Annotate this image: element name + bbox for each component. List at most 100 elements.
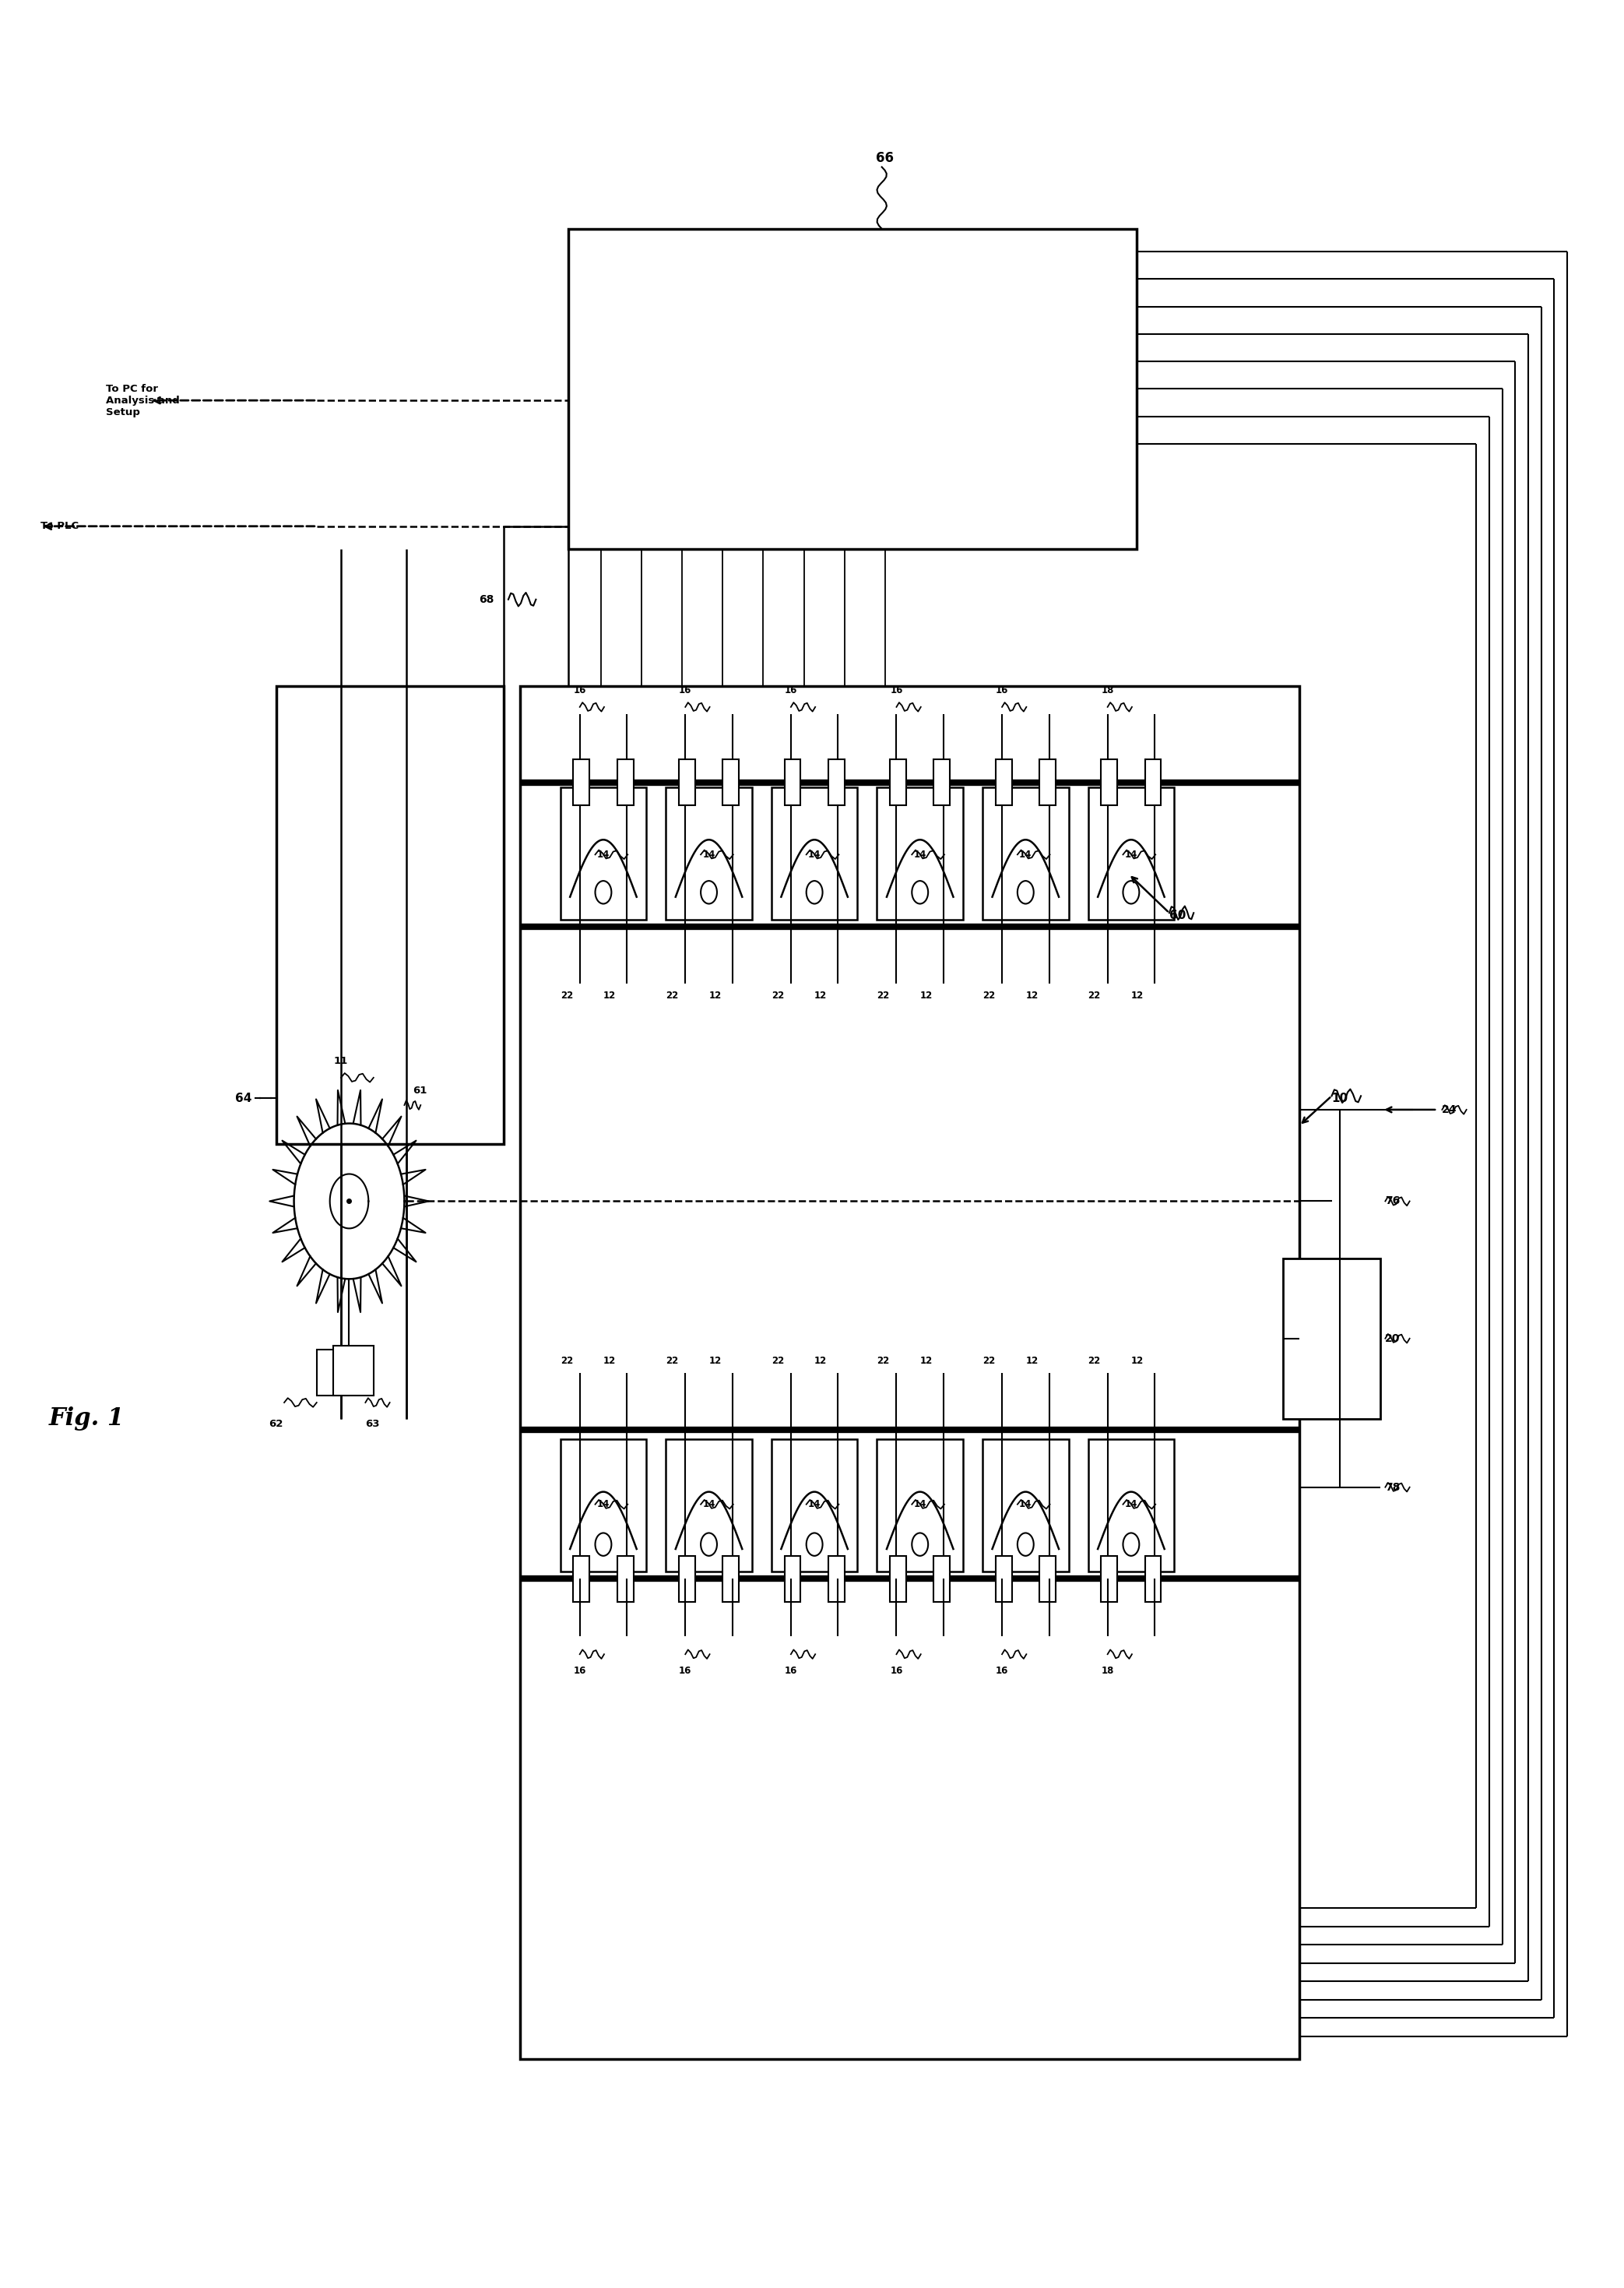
Bar — [276, 686, 503, 1144]
Text: 64: 64 — [235, 1091, 252, 1105]
Bar — [1145, 760, 1161, 805]
Bar — [317, 1350, 349, 1396]
Bar — [890, 1556, 906, 1602]
Text: 11: 11 — [335, 1057, 348, 1066]
Bar — [679, 760, 695, 805]
Text: 22: 22 — [560, 991, 573, 1000]
Bar — [573, 1556, 590, 1602]
Text: 14: 14 — [1125, 1499, 1137, 1510]
Text: 61: 61 — [412, 1087, 427, 1096]
Text: 12: 12 — [1130, 991, 1143, 1000]
Text: 14: 14 — [1125, 849, 1137, 860]
Text: 12: 12 — [814, 991, 827, 1000]
Bar — [890, 760, 906, 805]
Text: 12: 12 — [919, 1357, 932, 1366]
Text: 12: 12 — [708, 1357, 721, 1366]
Text: 16: 16 — [890, 1666, 903, 1675]
Bar — [723, 1556, 739, 1602]
Text: 12: 12 — [1026, 1357, 1038, 1366]
Bar — [679, 1556, 695, 1602]
Bar — [666, 787, 752, 920]
Bar — [1088, 1439, 1174, 1572]
Text: 76: 76 — [1385, 1197, 1400, 1206]
Text: 22: 22 — [983, 1357, 996, 1366]
Text: 22: 22 — [560, 1357, 573, 1366]
Text: Fig. 1: Fig. 1 — [49, 1407, 125, 1430]
Text: 18: 18 — [1101, 686, 1114, 696]
Bar — [1039, 1556, 1056, 1602]
Bar — [771, 787, 857, 920]
Bar — [1283, 1258, 1380, 1419]
Bar — [568, 229, 1137, 549]
Text: 22: 22 — [666, 1357, 679, 1366]
Text: To PLC: To PLC — [41, 522, 80, 531]
Text: 14: 14 — [598, 1499, 609, 1510]
Bar — [877, 1439, 963, 1572]
Text: 14: 14 — [703, 849, 715, 860]
Text: 16: 16 — [573, 686, 586, 696]
Bar — [1039, 760, 1056, 805]
Text: To PC for
Analysis and
Setup: To PC for Analysis and Setup — [106, 384, 179, 416]
Text: 22: 22 — [771, 991, 784, 1000]
Text: 14: 14 — [914, 1499, 926, 1510]
Bar — [996, 760, 1012, 805]
Text: 16: 16 — [784, 1666, 797, 1675]
Bar — [617, 1556, 633, 1602]
Text: 60: 60 — [1169, 908, 1186, 922]
Text: 22: 22 — [983, 991, 996, 1000]
Text: 14: 14 — [914, 849, 926, 860]
Bar — [723, 760, 739, 805]
Text: 12: 12 — [708, 991, 721, 1000]
Bar — [828, 760, 844, 805]
Bar — [333, 1345, 374, 1396]
Text: 68: 68 — [479, 595, 494, 604]
Bar — [1101, 1556, 1117, 1602]
Text: 12: 12 — [814, 1357, 827, 1366]
Text: 16: 16 — [890, 686, 903, 696]
Text: 20: 20 — [1385, 1334, 1400, 1343]
Bar — [996, 1556, 1012, 1602]
Text: 12: 12 — [1026, 991, 1038, 1000]
Bar — [934, 1556, 950, 1602]
Text: 66: 66 — [875, 151, 895, 165]
Text: 14: 14 — [1020, 1499, 1031, 1510]
Bar — [934, 760, 950, 805]
Text: 22: 22 — [666, 991, 679, 1000]
Text: 14: 14 — [703, 1499, 715, 1510]
Bar — [573, 760, 590, 805]
Text: 24: 24 — [1442, 1105, 1457, 1114]
Text: 18: 18 — [1101, 1666, 1114, 1675]
Text: 62: 62 — [270, 1419, 283, 1428]
Bar — [617, 760, 633, 805]
Bar — [983, 787, 1069, 920]
Bar — [560, 1439, 646, 1572]
Text: 12: 12 — [603, 991, 615, 1000]
Text: 16: 16 — [679, 1666, 692, 1675]
Bar — [784, 760, 801, 805]
Bar — [666, 1439, 752, 1572]
Text: 16: 16 — [679, 686, 692, 696]
Bar — [560, 787, 646, 920]
Text: 22: 22 — [877, 1357, 890, 1366]
Bar — [828, 1556, 844, 1602]
Text: 12: 12 — [1130, 1357, 1143, 1366]
Text: 16: 16 — [573, 1666, 586, 1675]
Text: 14: 14 — [1020, 849, 1031, 860]
Text: 14: 14 — [809, 849, 820, 860]
Text: 14: 14 — [809, 1499, 820, 1510]
Bar — [1145, 1556, 1161, 1602]
Text: 16: 16 — [996, 1666, 1009, 1675]
Bar — [1101, 760, 1117, 805]
Text: 16: 16 — [784, 686, 797, 696]
Bar — [1088, 787, 1174, 920]
Text: 12: 12 — [919, 991, 932, 1000]
Bar — [877, 787, 963, 920]
Text: 22: 22 — [1088, 991, 1101, 1000]
Text: 14: 14 — [598, 849, 609, 860]
Text: 22: 22 — [877, 991, 890, 1000]
Text: 12: 12 — [603, 1357, 615, 1366]
Text: 63: 63 — [365, 1419, 380, 1428]
Bar — [771, 1439, 857, 1572]
Bar — [520, 686, 1299, 2059]
Text: 16: 16 — [996, 686, 1009, 696]
